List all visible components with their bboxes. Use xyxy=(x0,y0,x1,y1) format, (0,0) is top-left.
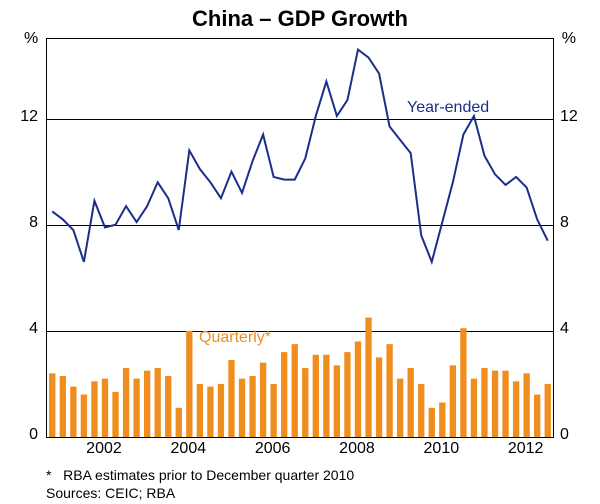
x-tick-label: 2006 xyxy=(255,440,291,458)
y-tick-right: 4 xyxy=(560,320,569,338)
y-tick-left: 0 xyxy=(0,426,38,444)
plot-area: Year-ended Quarterly* xyxy=(46,38,554,438)
y-tick-right: 0 xyxy=(560,426,569,444)
sources-label: Sources: xyxy=(46,485,101,501)
y-tick-right: 12 xyxy=(560,108,578,126)
x-tick-label: 2012 xyxy=(508,440,544,458)
series-label-quarterly: Quarterly* xyxy=(199,329,271,347)
x-tick-label: 2010 xyxy=(424,440,460,458)
footnote-marker: * xyxy=(46,467,51,483)
footnote-text: RBA estimates prior to December quarter … xyxy=(63,467,354,483)
sources: Sources: CEIC; RBA xyxy=(46,485,175,501)
axis-unit-right: % xyxy=(562,30,576,48)
y-tick-right: 8 xyxy=(560,214,569,232)
line-path xyxy=(52,50,547,262)
axis-unit-left: % xyxy=(24,30,38,48)
x-tick-label: 2004 xyxy=(171,440,207,458)
x-tick-label: 2008 xyxy=(339,440,375,458)
y-tick-left: 12 xyxy=(0,108,38,126)
footnote: * RBA estimates prior to December quarte… xyxy=(46,466,354,484)
chart-title: China – GDP Growth xyxy=(0,0,600,34)
x-tick-label: 2002 xyxy=(86,440,122,458)
sources-text: CEIC; RBA xyxy=(105,485,175,501)
y-tick-left: 8 xyxy=(0,214,38,232)
series-label-year-ended: Year-ended xyxy=(407,99,489,117)
chart-container: China – GDP Growth % % Year-ended Quarte… xyxy=(0,0,600,504)
y-tick-left: 4 xyxy=(0,320,38,338)
